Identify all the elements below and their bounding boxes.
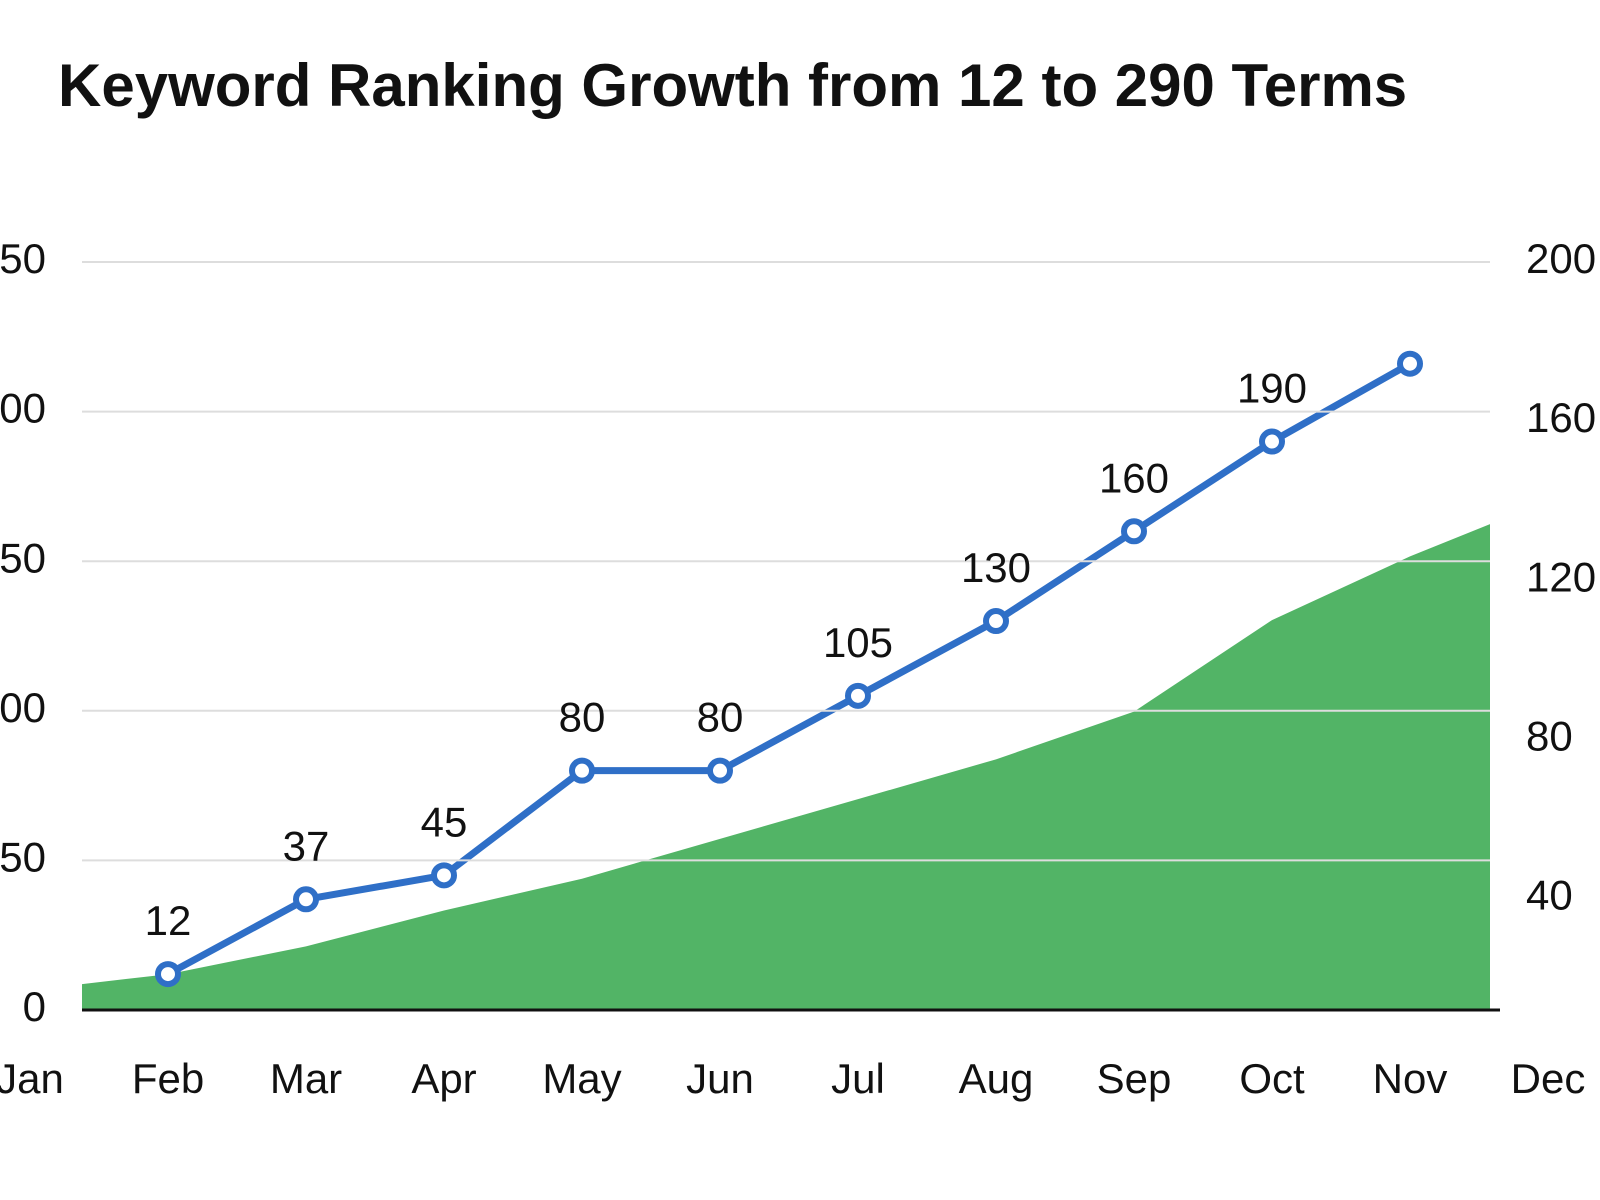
marker bbox=[431, 862, 457, 889]
x-tick-label: Mar bbox=[270, 1055, 342, 1102]
plot-area bbox=[82, 350, 1490, 1010]
marker bbox=[707, 757, 733, 784]
x-tick-label: May bbox=[542, 1055, 621, 1102]
marker bbox=[1397, 350, 1423, 377]
x-tick-label: Feb bbox=[132, 1055, 204, 1102]
marker bbox=[569, 757, 595, 784]
x-tick-label: Nov bbox=[1373, 1055, 1448, 1102]
x-tick-label: Oct bbox=[1239, 1055, 1305, 1102]
marker bbox=[845, 682, 871, 709]
y2-tick-label: 120 bbox=[1526, 553, 1596, 600]
data-label: 37 bbox=[283, 822, 330, 869]
x-tick-label: Apr bbox=[411, 1055, 476, 1102]
marker bbox=[1121, 518, 1147, 545]
y2-tick-label: 200 bbox=[1526, 235, 1596, 282]
y-tick-label: 150 bbox=[0, 534, 46, 581]
marker bbox=[155, 961, 181, 988]
data-label: 80 bbox=[559, 694, 606, 741]
area bbox=[82, 524, 1490, 1010]
data-label: 105 bbox=[823, 619, 893, 666]
y2-tick-label: 160 bbox=[1526, 394, 1596, 441]
x-tick-label: Aug bbox=[959, 1055, 1034, 1102]
y2-tick-label: 40 bbox=[1526, 872, 1573, 919]
x-tick-label: Jul bbox=[831, 1055, 885, 1102]
y2-tick-label: 80 bbox=[1526, 713, 1573, 760]
line bbox=[166, 360, 1412, 978]
data-label: 130 bbox=[961, 544, 1031, 591]
y-tick-label: 50 bbox=[0, 833, 46, 880]
data-label: 12 bbox=[145, 897, 192, 944]
data-label: 190 bbox=[1237, 365, 1307, 412]
y-tick-label: 0 bbox=[23, 983, 46, 1030]
marker bbox=[983, 608, 1009, 635]
x-tick-label: Jun bbox=[686, 1055, 754, 1102]
y-tick-label: 100 bbox=[0, 684, 46, 731]
x-tick-label: Dec bbox=[1511, 1055, 1586, 1102]
y-tick-label: 200 bbox=[0, 385, 46, 432]
y-tick-label: 250 bbox=[0, 235, 46, 282]
data-label: 45 bbox=[421, 798, 468, 845]
marker bbox=[1259, 428, 1285, 455]
x-tick-label: Jan bbox=[0, 1055, 64, 1102]
x-tick-label: Sep bbox=[1097, 1055, 1172, 1102]
data-label: 160 bbox=[1099, 454, 1169, 501]
data-label: 80 bbox=[697, 694, 744, 741]
chart-title: Keyword Ranking Growth from 12 to 290 Te… bbox=[58, 52, 1407, 119]
marker bbox=[293, 886, 319, 913]
